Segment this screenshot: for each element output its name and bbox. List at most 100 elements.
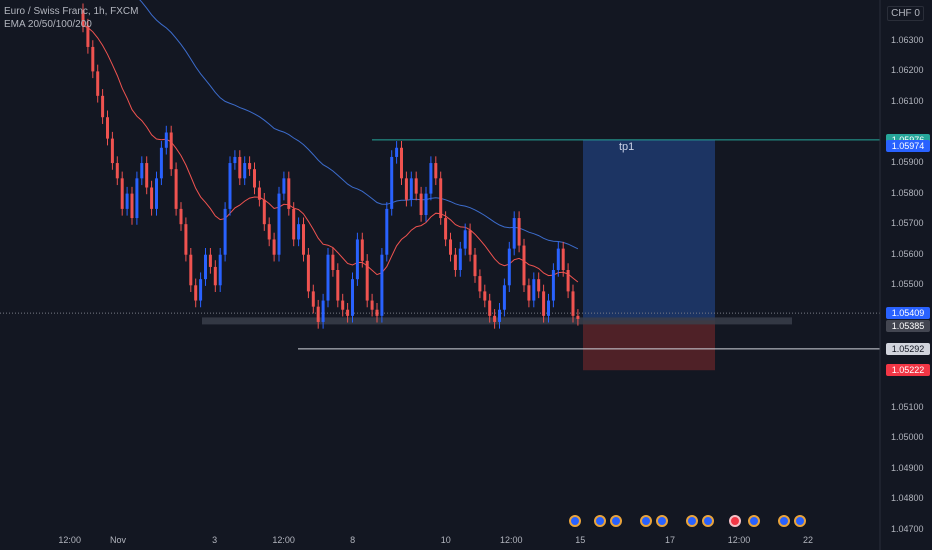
price-tick-label: 1.05900: [891, 157, 924, 168]
candle-body: [155, 178, 158, 209]
long-position-tool[interactable]: [583, 139, 715, 371]
candle-body: [336, 270, 340, 301]
time-tick-label: 10: [440, 535, 451, 545]
candle-body: [341, 300, 345, 310]
economic-event-icon[interactable]: [610, 515, 622, 527]
economic-event-icon[interactable]: [594, 515, 606, 527]
candle-body: [110, 138, 114, 164]
candle-body: [537, 279, 541, 292]
candle-body: [194, 285, 198, 301]
time-tick-label: 12:00: [58, 535, 81, 545]
candle-body: [351, 279, 354, 316]
time-tick-label: 22: [802, 535, 814, 545]
candle-body: [355, 239, 359, 280]
candle-body: [302, 224, 305, 255]
ema-20-line: [82, 25, 579, 283]
candle-body: [551, 270, 555, 301]
candle-body: [483, 291, 487, 301]
economic-event-icon[interactable]: [778, 515, 790, 527]
ema-lines: [82, 0, 579, 283]
candle-body: [429, 163, 433, 194]
candle-body: [145, 163, 149, 188]
candle-body: [311, 291, 315, 307]
time-tick-label: 12:00: [272, 535, 295, 545]
economic-event-icon[interactable]: [702, 515, 714, 527]
indicator-legend[interactable]: EMA 20/50/100/200: [4, 19, 92, 30]
candle-body: [527, 285, 531, 301]
candle-body: [419, 193, 423, 215]
candle-body: [253, 169, 256, 188]
horizontal-lines[interactable]: [0, 139, 880, 350]
candle-body: [473, 254, 477, 277]
candle-body: [238, 156, 242, 179]
economic-event-icon[interactable]: [656, 515, 668, 527]
price-badge: 1.05292: [886, 342, 930, 355]
candle-body: [444, 218, 448, 240]
candle-body: [385, 208, 389, 255]
price-tick-label: 1.05600: [891, 248, 924, 259]
candle-body: [115, 163, 119, 179]
candle-body: [409, 178, 413, 200]
price-tick-label: 1.06200: [891, 65, 924, 76]
candle-body: [390, 156, 394, 209]
price-tick-label: 1.05700: [891, 218, 924, 229]
candles: [81, 3, 580, 329]
candle-body: [101, 95, 105, 118]
candle-body: [439, 178, 443, 219]
economic-event-icon[interactable]: [569, 515, 581, 527]
currency-label[interactable]: CHF 0: [887, 6, 924, 21]
economic-event-icon[interactable]: [794, 515, 806, 527]
candle-body: [326, 254, 330, 301]
candle-body: [199, 279, 203, 301]
candle-body: [458, 248, 462, 270]
time-tick-label: 8: [350, 535, 356, 545]
candle-body: [189, 254, 193, 286]
price-badge: 1.05974: [886, 140, 930, 153]
price-tick-label: 1.05800: [891, 187, 924, 198]
candle-body: [81, 10, 85, 26]
candle-body: [488, 300, 492, 316]
economic-event-icon[interactable]: [640, 515, 652, 527]
candle-body: [135, 178, 139, 219]
candle-body: [184, 224, 188, 255]
candle-body: [463, 230, 467, 249]
economic-event-icon[interactable]: [686, 515, 698, 527]
candle-body: [365, 260, 369, 301]
candle-body: [576, 315, 580, 319]
candle-body: [468, 230, 472, 255]
economic-event-icon[interactable]: [729, 515, 741, 527]
candle-body: [292, 208, 296, 240]
candle-body: [434, 163, 438, 179]
symbol-title[interactable]: Euro / Swiss Franc, 1h, FXCM: [4, 6, 139, 17]
price-tick-label: 1.05100: [891, 401, 924, 412]
candle-body: [248, 163, 252, 170]
candle-body: [331, 254, 335, 270]
candle-body: [502, 285, 506, 310]
profit-zone: [583, 139, 715, 321]
candle-body: [370, 300, 374, 310]
candle-body: [272, 239, 276, 255]
candle-body: [380, 254, 384, 316]
candle-body: [204, 254, 207, 280]
economic-event-icon[interactable]: [748, 515, 760, 527]
candle-body: [130, 193, 134, 219]
candle-body: [140, 163, 144, 179]
candle-body: [223, 208, 227, 255]
candle-body: [346, 309, 350, 316]
tp1-label: tp1: [619, 141, 635, 153]
candle-body: [517, 218, 521, 246]
candle-body: [91, 46, 95, 72]
candle-body: [547, 300, 550, 316]
price-tick-label: 1.04700: [891, 523, 924, 534]
candle-body: [400, 147, 403, 179]
candle-body: [512, 218, 516, 249]
price-tick-label: 1.04800: [891, 493, 924, 504]
candle-body: [218, 254, 222, 286]
price-tick-label: 1.04900: [891, 462, 924, 473]
candle-body: [449, 239, 452, 255]
candle-body: [96, 71, 100, 96]
loss-zone: [583, 320, 715, 371]
candle-body: [169, 132, 173, 170]
candle-body: [125, 193, 129, 209]
